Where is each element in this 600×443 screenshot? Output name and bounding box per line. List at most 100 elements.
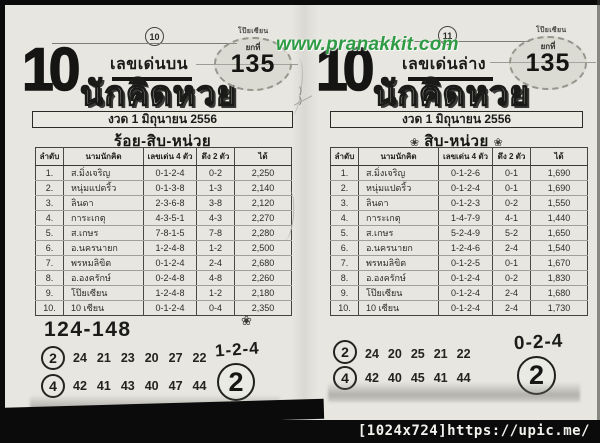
table-cell: 5. (330, 225, 359, 241)
table-cell: 2,280 (234, 225, 292, 241)
col-header-pair: ดึง 2 ตัว (492, 147, 531, 166)
table-cell: 0-1-2-4 (438, 285, 493, 301)
table-cell: 0-2 (492, 195, 531, 211)
table-row: 10. 10 เซียน 0-1-2-4 0-4 2,350 (36, 300, 292, 316)
right-scan-smudge (328, 382, 580, 402)
table-cell: ลินดา (358, 195, 439, 211)
right-pick-numbers: 0-2-4 (513, 330, 564, 355)
lottery-number: 45 (410, 371, 425, 385)
left-stamp-number: 135 (230, 50, 276, 78)
right-section-title: ❀ สิบ-หน่วย ❀ (330, 129, 583, 153)
table-cell: 5. (35, 225, 64, 241)
left-final-digit-circle: 2 (217, 363, 255, 401)
table-row: 9. โป๊ยเซียน 0-1-2-4 2-4 1,680 (330, 285, 588, 301)
table-cell: 4-3-5-1 (143, 210, 197, 226)
right-stamp-prefix: ยกที่ (540, 42, 556, 51)
lottery-number: 25 (410, 347, 425, 361)
table-cell: โป๊ยเซียน (358, 285, 439, 301)
lottery-number: 41 (433, 371, 448, 385)
table-cell: พรหมลิขิต (63, 255, 144, 271)
table-row: 1. ส.มิ่งเจริญ 0-1-2-6 0-1 1,690 (330, 165, 588, 181)
lottery-number: 20 (144, 351, 159, 365)
table-cell: 1-2-4-8 (143, 285, 197, 301)
table-cell: อ.องครักษ์ (63, 270, 144, 286)
lottery-number: 24 (73, 351, 87, 365)
table-cell: 1-2-4-8 (143, 240, 197, 256)
lottery-number: 42 (365, 371, 379, 385)
table-cell: 1-2 (196, 285, 235, 301)
table-cell: 2. (35, 180, 64, 196)
lottery-number: 21 (96, 351, 111, 365)
lottery-number: 44 (456, 371, 471, 385)
right-section-label: สิบ-หน่วย (424, 133, 489, 150)
flower-icon: ❀ (493, 137, 504, 149)
table-cell: 2,120 (234, 195, 292, 211)
table-cell: 10 เซียน (358, 300, 439, 316)
table-cell: 2,140 (234, 180, 292, 196)
table-cell: 4. (35, 210, 64, 226)
left-corner-label: โป๊ยเซียน (238, 28, 269, 35)
left-final-digit: 2 (228, 366, 244, 397)
table-cell: อ.นครนายก (63, 240, 144, 256)
image-caption: [1024x724]https://upic.me/ (0, 420, 600, 443)
table-cell: 4. (330, 210, 359, 226)
table-cell: 1,830 (530, 270, 588, 286)
table-cell: 2-4 (492, 285, 531, 301)
scan-edge-top (0, 0, 600, 5)
right-final-digit: 2 (528, 360, 545, 390)
table-cell: 3. (330, 195, 359, 211)
table-cell: 0-1 (492, 180, 531, 196)
table-cell: 2,350 (234, 300, 292, 316)
lottery-number: 47 (168, 379, 183, 393)
right-tips-table-wrap: ลำดับ นามนักคิด เลขเด่น 4 ตัว ดึง 2 ตัว … (330, 147, 588, 316)
table-cell: 1-3 (196, 180, 235, 196)
watermark-url: www.pranakkit.com (276, 34, 459, 55)
col-header-digits: เลขเด่น 4 ตัว (438, 147, 493, 166)
right-numbers-row-two: 24 20 25 21 22 (365, 347, 471, 361)
col-header-score: ได้ (530, 147, 588, 166)
right-circle-two-label: 2 (341, 344, 349, 360)
table-cell: 2. (330, 180, 359, 196)
lottery-number: 43 (120, 379, 135, 393)
left-numbers-row-four: 42 41 43 40 47 44 (73, 379, 206, 393)
right-edition-stamp: ยกที่ 135 (509, 36, 587, 90)
col-header-pair: ดึง 2 ตัว (196, 147, 235, 166)
lottery-number: 40 (387, 371, 402, 385)
flower-icon: ❀ (241, 313, 252, 328)
table-cell: ส.มิ่งเจริญ (358, 165, 439, 181)
table-row: 5. ส.เกษร 7-8-1-5 7-8 2,280 (35, 225, 292, 241)
table-cell: อ.นครนายก (358, 240, 439, 256)
table-cell: 2-3-6-8 (143, 195, 197, 211)
table-row: 7. พรหมลิขิต 0-1-2-5 0-1 1,670 (330, 255, 588, 271)
table-cell: 1,680 (530, 285, 588, 301)
left-stamp-prefix: ยกที่ (245, 43, 261, 52)
right-circle-four: 4 (333, 366, 357, 390)
left-edition-underline (112, 77, 192, 81)
lottery-number: 24 (365, 347, 379, 361)
left-circle-four: 4 (41, 374, 65, 398)
table-row: 3. ลินดา 0-1-2-3 0-2 1,550 (330, 195, 588, 211)
table-cell: 9. (35, 285, 64, 301)
table-cell: ส.มิ่งเจริญ (63, 165, 144, 181)
table-cell: 2-4 (492, 240, 531, 256)
table-row: 7. พรหมลิขิต 0-1-2-4 2-4 2,680 (35, 255, 292, 271)
table-cell: การะเกตุ (63, 210, 144, 226)
table-row: 4. การะเกตุ 4-3-5-1 4-3 2,270 (35, 210, 292, 226)
left-edition-stamp: ยกที่ 135 (214, 37, 292, 91)
right-table-header: ลำดับ นามนักคิด เลขเด่น 4 ตัว ดึง 2 ตัว … (330, 147, 588, 166)
col-header-rank: ลำดับ (330, 147, 359, 166)
table-cell: 1,690 (530, 180, 588, 196)
left-edition-label: เลขเด่นบน (110, 56, 189, 73)
table-cell: การะเกตุ (358, 210, 439, 226)
table-cell: 6. (35, 240, 64, 256)
table-cell: 2-4 (492, 300, 531, 316)
left-range-number: 124-148 (44, 318, 132, 341)
table-cell: 5-2 (492, 225, 531, 241)
table-header-row: ลำดับ นามนักคิด เลขเด่น 4 ตัว ดึง 2 ตัว … (35, 147, 292, 166)
col-header-name: นามนักคิด (63, 147, 144, 166)
table-cell: หนุ่มแปดริ้ว (63, 180, 144, 196)
table-row: 8. อ.องครักษ์ 0-2-4-8 4-8 2,260 (35, 270, 292, 286)
table-row: 10. 10 เซียน 0-1-2-4 2-4 1,730 (331, 300, 588, 316)
scan-edge-right (597, 0, 600, 443)
